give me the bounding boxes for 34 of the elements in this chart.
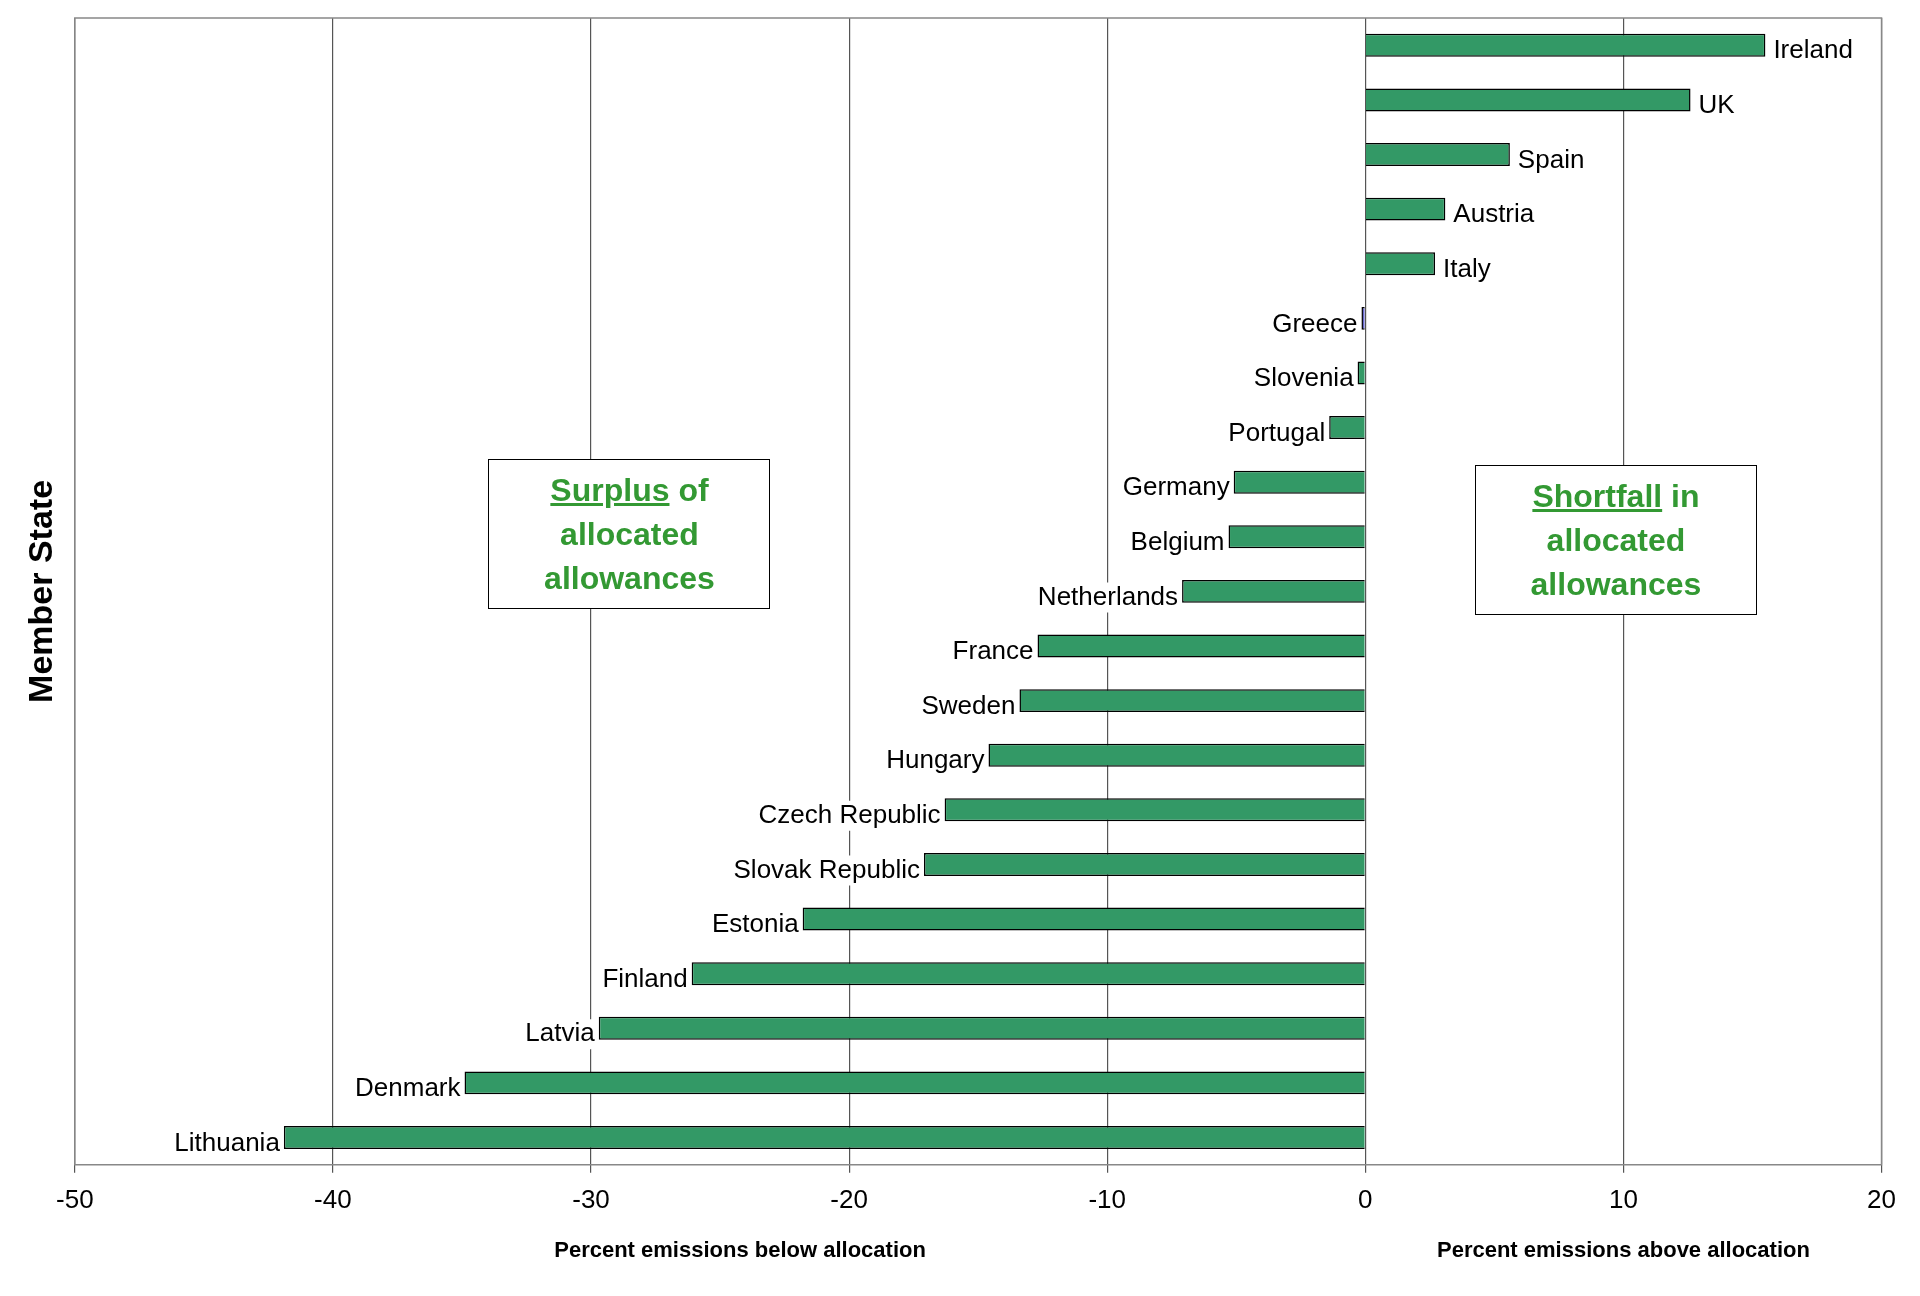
y-tick-label: Finland bbox=[602, 962, 688, 993]
x-tick-label: -20 bbox=[830, 1183, 868, 1214]
y-axis-title: Member State bbox=[20, 479, 59, 703]
x-tick-label: -40 bbox=[314, 1183, 352, 1214]
y-tick-label: Denmark bbox=[355, 1072, 462, 1103]
y-tick-label: Austria bbox=[1453, 198, 1535, 229]
y-tick-label: Belgium bbox=[1130, 525, 1225, 556]
y-tick-label: Czech Republic bbox=[758, 799, 941, 830]
y-tick-label: Estonia bbox=[711, 908, 800, 939]
x-tick-label: 10 bbox=[1608, 1183, 1638, 1214]
y-tick-label: Slovak Republic bbox=[733, 853, 920, 884]
x-tick-label: -50 bbox=[56, 1183, 94, 1214]
y-tick-label: Slovenia bbox=[1253, 362, 1355, 393]
y-tick-label: Greece bbox=[1272, 307, 1358, 338]
y-tick-label: Italy bbox=[1443, 252, 1491, 283]
y-tick-label: Ireland bbox=[1773, 34, 1853, 65]
text: Percent emissions above allocation bbox=[1436, 1236, 1810, 1262]
y-tick-label: Lithuania bbox=[174, 1126, 281, 1157]
y-tick-label: Portugal bbox=[1228, 416, 1326, 447]
y-tick-label: France bbox=[952, 635, 1034, 666]
x-tick-label: 0 bbox=[1358, 1183, 1373, 1214]
x-axis-title: Percent emissions below allocation bbox=[554, 1236, 926, 1262]
text-box: Surplus of allocated allowances bbox=[488, 459, 771, 610]
y-tick-label: Spain bbox=[1517, 143, 1585, 174]
y-tick-label: Germany bbox=[1122, 471, 1230, 502]
y-tick-label: Sweden bbox=[921, 689, 1016, 720]
x-tick-label: 20 bbox=[1867, 1183, 1896, 1214]
y-tick-label: Latvia bbox=[525, 1017, 596, 1048]
text-box: Shortfall in allocated allowances bbox=[1474, 464, 1757, 615]
y-tick-label: Hungary bbox=[886, 744, 985, 775]
x-tick-label: -30 bbox=[572, 1183, 610, 1214]
x-tick-label: -10 bbox=[1088, 1183, 1127, 1214]
y-tick-label: UK bbox=[1698, 89, 1736, 120]
y-tick-label: Netherlands bbox=[1037, 580, 1179, 611]
